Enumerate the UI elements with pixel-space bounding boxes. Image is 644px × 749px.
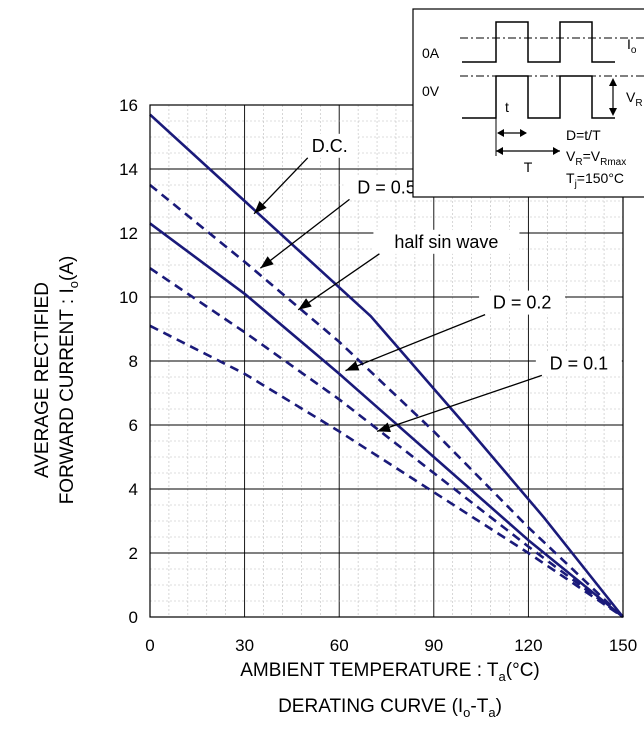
annotation-arrow-head — [377, 422, 391, 432]
voltage-waveform — [462, 75, 615, 119]
eq-duty: D=t/T — [566, 127, 601, 143]
y-axis-label: AVERAGE RECTIFIED FORWARD CURRENT : Io(A… — [32, 256, 81, 505]
y-tick-label: 6 — [129, 416, 138, 435]
annotation-arrow-line — [345, 313, 486, 372]
annotation-arrow-head — [298, 298, 312, 310]
series-d-0-1 — [149, 324, 624, 619]
series-group — [149, 113, 625, 619]
annotation-bg — [535, 351, 622, 376]
series-d-c — [149, 113, 625, 618]
x-tick-label: 30 — [235, 636, 254, 655]
plot-frame — [149, 104, 624, 618]
annotations: D.C. D = 0.5 half sin wave D = 0.2 D = 0.1 — [253, 133, 622, 433]
y-axis-label-line2: FORWARD CURRENT : Io(A) — [57, 256, 81, 505]
annotation-label: D.C. — [312, 136, 348, 156]
annotation-bg — [301, 133, 358, 158]
annotation-arrow-line — [297, 253, 380, 311]
annotation-label: D = 0.2 — [493, 293, 552, 313]
label-T: T — [524, 159, 533, 175]
annotation-arrow-line — [259, 198, 350, 269]
x-tick-label: 120 — [514, 636, 542, 655]
label-io: Io — [627, 36, 637, 56]
y-tick-label: 4 — [129, 480, 138, 499]
series-half-sin-wave — [149, 222, 624, 619]
x-tick-label: 60 — [330, 636, 349, 655]
label-0a: 0A — [422, 45, 440, 61]
y-tick-label: 8 — [129, 352, 138, 371]
series-d-0-2 — [149, 267, 624, 619]
T-arrow-head-right — [553, 147, 560, 155]
eq-vr: VR=VRmax — [566, 148, 626, 168]
annotation-arrow-head — [345, 361, 360, 371]
chart-caption: DERATING CURVE (Io-Ta) — [278, 696, 502, 720]
y-axis-label-line1: AVERAGE RECTIFIED — [32, 282, 53, 478]
x-tick-label: 150 — [609, 636, 637, 655]
x-tick-label: 0 — [145, 636, 154, 655]
series-d-0-5 — [149, 183, 624, 618]
annotation-label: half sin wave — [394, 232, 498, 252]
y-tick-label: 10 — [119, 288, 138, 307]
current-waveform — [462, 21, 615, 63]
T-arrow-head-left — [496, 147, 503, 155]
annotation-arrow-head — [260, 256, 274, 269]
annotation-label: D = 0.1 — [550, 353, 609, 373]
annotation-arrow-line — [376, 374, 543, 433]
y-tick-label: 14 — [119, 160, 138, 179]
t-arrow-head-right — [520, 129, 527, 137]
label-0v: 0V — [422, 83, 440, 99]
x-axis-label: AMBIENT TEMPERATURE : Ta(°C) — [240, 660, 540, 684]
vr-arrow-head-up — [609, 78, 617, 86]
annotation-bg — [373, 229, 520, 254]
y-tick-label: 16 — [119, 96, 138, 115]
eq-tj: Tj=150°C — [566, 170, 624, 190]
annotation-bg — [479, 290, 566, 315]
tick-labels: 0 30 60 90 120 150 0 2 4 6 8 10 12 14 16 — [119, 96, 637, 655]
label-vr: VR — [626, 89, 643, 109]
x-tick-label: 90 — [424, 636, 443, 655]
annotation-label: D = 0.5 — [357, 177, 416, 197]
y-tick-label: 12 — [119, 224, 138, 243]
y-tick-label: 0 — [129, 608, 138, 627]
vr-arrow-head-down — [609, 108, 617, 116]
annotation-arrow-head — [254, 200, 267, 214]
y-tick-label: 2 — [129, 544, 138, 563]
waveform-inset: 0A 0V Io VR t T D=t/T VR=VRmax Tj=150°C — [412, 8, 644, 198]
label-t: t — [505, 99, 509, 115]
t-arrow-head-left — [497, 129, 504, 137]
